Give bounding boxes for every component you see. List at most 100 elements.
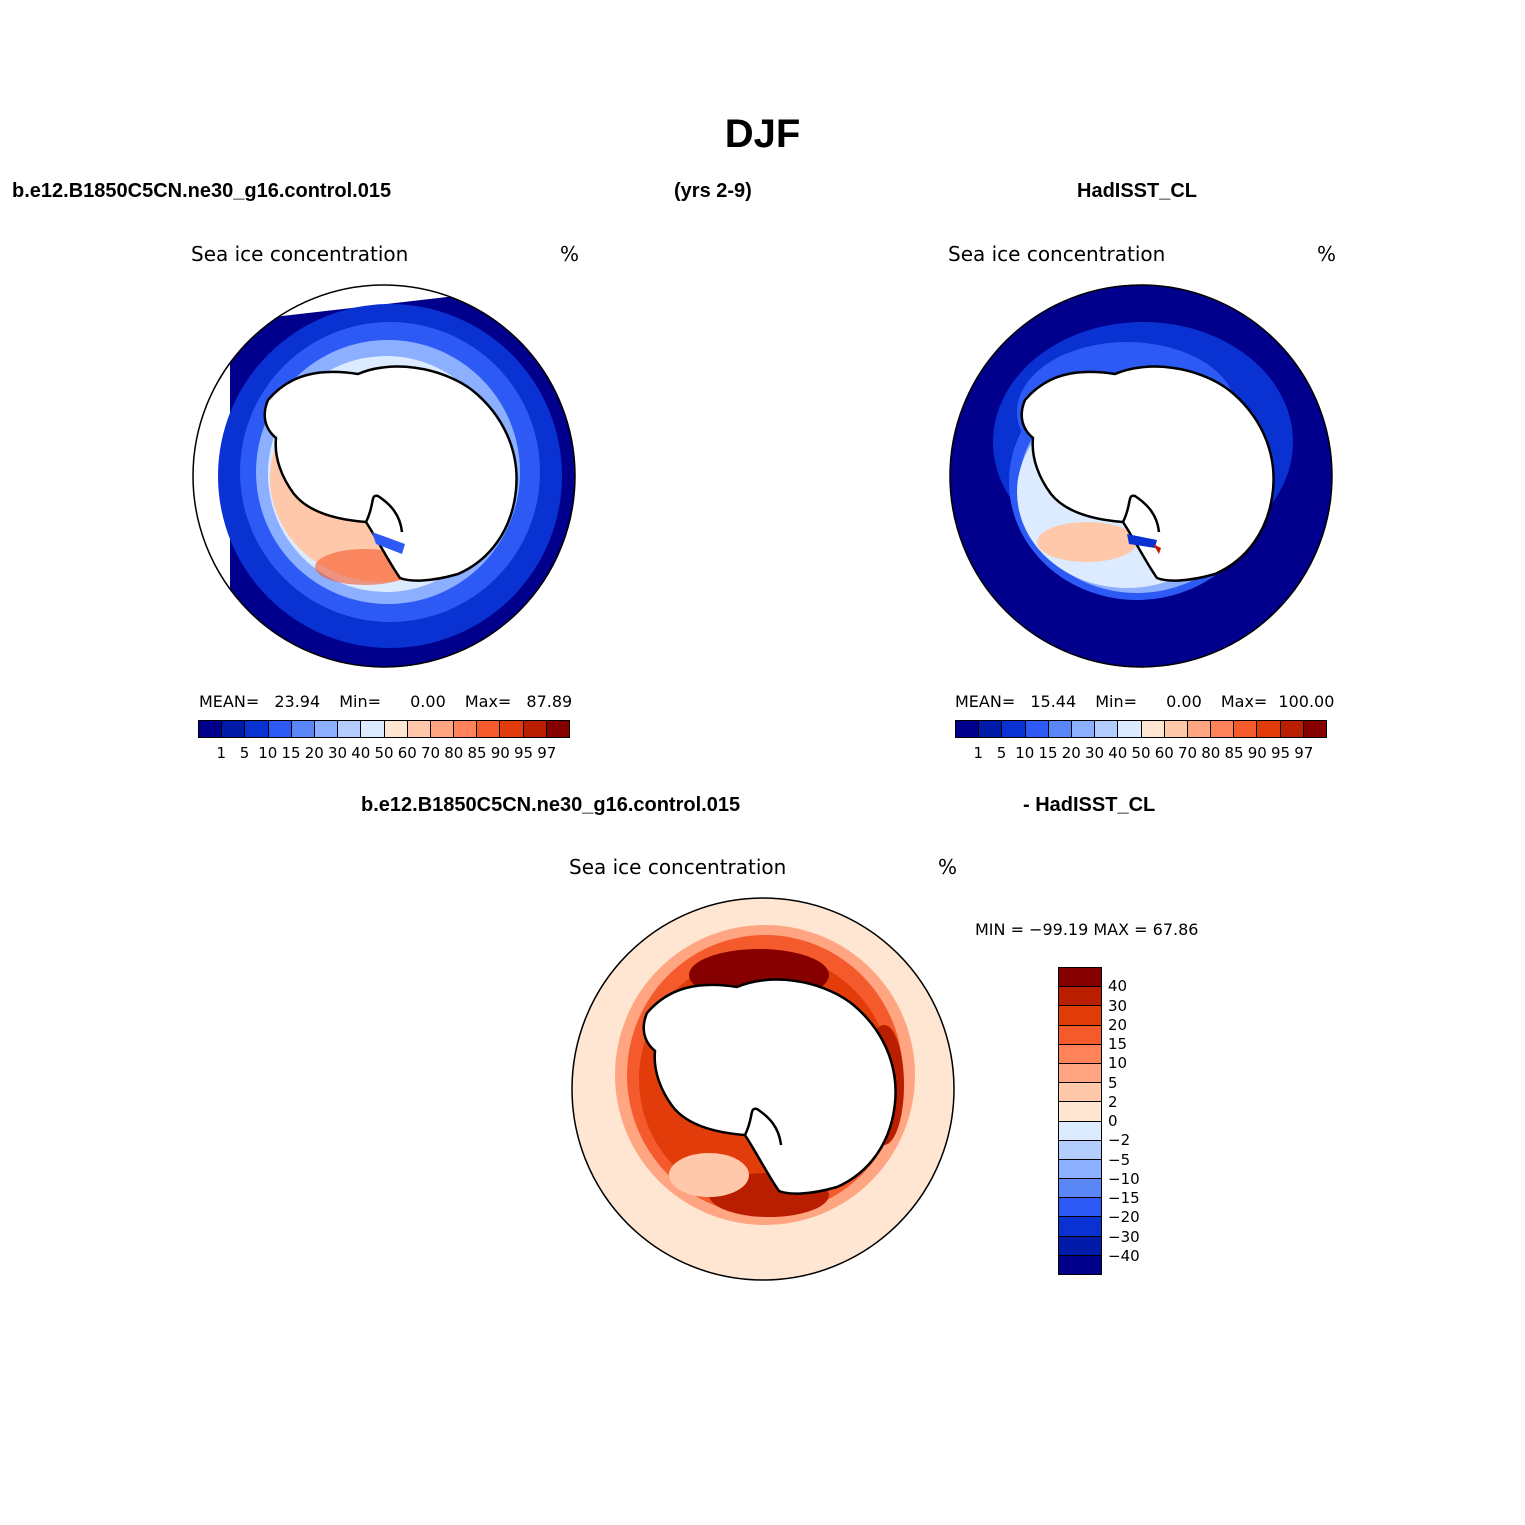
obs-colorbar-swatch-0 (956, 721, 980, 737)
model-colorbar-tick-label: 80 (444, 744, 464, 762)
model-variable-label: Sea ice concentration (191, 242, 409, 266)
obs-colorbar-swatch-8 (1141, 721, 1165, 737)
model-colorbar-tick-label: 20 (304, 744, 324, 762)
diff-colorbar-tick-label: −20 (1108, 1208, 1140, 1227)
model-colorbar (198, 720, 570, 738)
diff-colorbar-swatch-4 (1059, 1044, 1101, 1064)
model-colorbar-swatch-9 (407, 721, 431, 737)
model-mean-label: MEAN= (199, 692, 260, 711)
diff-colorbar (1058, 967, 1102, 1275)
model-colorbar-tick-label: 30 (327, 744, 348, 762)
model-units-label: % (560, 242, 580, 266)
diff-colorbar-swatch-0 (1059, 968, 1101, 988)
obs-colorbar-tick-label: 85 (1224, 744, 1244, 762)
diff-colorbar-swatch-9 (1059, 1140, 1101, 1160)
model-min-value: 0.00 (410, 692, 446, 711)
model-colorbar-swatch-10 (430, 721, 455, 737)
model-colorbar-swatch-6 (338, 721, 362, 737)
obs-colorbar-tick-label: 90 (1247, 744, 1267, 762)
model-colorbar-tick-label: 95 (513, 744, 534, 762)
obs-colorbar-tick-label: 30 (1084, 744, 1105, 762)
obs-min-value: 0.00 (1166, 692, 1202, 711)
obs-colorbar-tick-label: 97 (1294, 744, 1314, 762)
obs-colorbar-tick-label: 20 (1061, 744, 1081, 762)
obs-colorbar-swatch-5 (1071, 721, 1096, 737)
diff-colorbar-swatch-14 (1059, 1236, 1101, 1256)
obs-colorbar-tick-label: 10 (1015, 744, 1035, 762)
obs-colorbar-swatch-11 (1211, 721, 1235, 737)
model-colorbar-tick-label: 1 (216, 744, 227, 762)
obs-mean-label: MEAN= (955, 692, 1016, 711)
obs-name-header: HadISST_CL (1077, 180, 1198, 202)
obs-colorbar-tick-label: 40 (1108, 744, 1128, 762)
model-colorbar-tick-label: 90 (490, 744, 510, 762)
diff-colorbar-tick-label: −30 (1108, 1227, 1140, 1246)
diff-colorbar-swatch-12 (1059, 1198, 1101, 1218)
diff-colorbar-tick-label: −40 (1108, 1246, 1140, 1265)
diff-colorbar-swatch-1 (1059, 987, 1101, 1007)
model-mean-value: 23.94 (274, 692, 321, 711)
obs-colorbar-swatch-3 (1025, 721, 1049, 737)
obs-colorbar-swatch-1 (979, 721, 1003, 737)
obs-colorbar-swatch-13 (1257, 721, 1281, 737)
diff-colorbar-tick-label: 30 (1108, 996, 1128, 1015)
model-colorbar-swatch-7 (361, 721, 385, 737)
diff-colorbar-tick-label: −2 (1108, 1131, 1131, 1150)
model-stats: MEAN= 23.94 Min= 0.00 Max= 87.89 (199, 692, 572, 711)
model-max-label: Max= (464, 692, 512, 711)
diff-colorbar-swatch-11 (1059, 1179, 1101, 1199)
model-colorbar-swatch-1 (222, 721, 246, 737)
model-colorbar-swatch-15 (546, 721, 569, 737)
obs-colorbar-swatch-7 (1118, 721, 1142, 737)
obs-colorbar-tick-label: 60 (1154, 744, 1174, 762)
obs-units-label: % (1317, 242, 1337, 266)
obs-polar-map (949, 284, 1333, 668)
obs-colorbar-tick-label: 70 (1177, 744, 1198, 762)
model-colorbar-tick-label: 5 (239, 744, 250, 762)
obs-colorbar-tick-label: 15 (1038, 744, 1058, 762)
model-colorbar-swatch-4 (291, 721, 315, 737)
obs-colorbar (955, 720, 1327, 738)
model-colorbar-tick-label: 15 (281, 744, 301, 762)
diff-colorbar-tick-label: 20 (1108, 1015, 1128, 1034)
diff-obs-header: - HadISST_CL (1023, 794, 1156, 816)
model-max-value: 87.89 (526, 692, 573, 711)
diff-colorbar-swatch-10 (1059, 1159, 1101, 1180)
model-min-label: Min= (339, 692, 382, 711)
model-colorbar-swatch-3 (268, 721, 292, 737)
model-colorbar-swatch-13 (500, 721, 524, 737)
diff-colorbar-tick-label: −5 (1108, 1150, 1131, 1169)
diff-colorbar-swatch-13 (1059, 1217, 1101, 1237)
obs-colorbar-tick-label: 95 (1270, 744, 1291, 762)
model-colorbar-tick-label: 10 (258, 744, 278, 762)
obs-colorbar-swatch-12 (1234, 721, 1258, 737)
diff-colorbar-swatch-8 (1059, 1121, 1101, 1141)
model-colorbar-tick-label: 97 (537, 744, 557, 762)
model-colorbar-swatch-0 (199, 721, 223, 737)
diff-colorbar-swatch-7 (1059, 1102, 1101, 1122)
model-colorbar-swatch-8 (384, 721, 408, 737)
page-title: DJF (724, 112, 801, 156)
model-colorbar-tick-label: 70 (420, 744, 441, 762)
obs-colorbar-tick-label: 50 (1131, 744, 1151, 762)
diff-colorbar-swatch-6 (1059, 1083, 1101, 1103)
years-header: (yrs 2-9) (674, 180, 752, 202)
diff-colorbar-tick-label: 5 (1108, 1073, 1118, 1092)
model-colorbar-tick-label: 85 (467, 744, 487, 762)
diff-units-label: % (938, 855, 958, 879)
diff-colorbar-tick-label: 0 (1108, 1112, 1118, 1130)
diff-colorbar-tick-label: 15 (1108, 1035, 1128, 1053)
diff-colorbar-swatch-5 (1059, 1063, 1101, 1084)
diff-polar-map (571, 897, 955, 1281)
obs-mean-value: 15.44 (1030, 692, 1077, 711)
obs-max-label: Max= (1220, 692, 1268, 711)
obs-colorbar-tick-label: 1 (973, 744, 984, 762)
model-colorbar-tick-label: 50 (374, 744, 394, 762)
obs-variable-label: Sea ice concentration (948, 242, 1166, 266)
obs-colorbar-swatch-9 (1164, 721, 1188, 737)
diff-colorbar-tick-label: 40 (1108, 977, 1128, 996)
model-colorbar-swatch-14 (523, 721, 547, 737)
diff-case-header: b.e12.B1850C5CN.ne30_g16.control.015 (361, 794, 741, 816)
obs-colorbar-swatch-15 (1303, 721, 1326, 737)
obs-colorbar-swatch-4 (1048, 721, 1072, 737)
